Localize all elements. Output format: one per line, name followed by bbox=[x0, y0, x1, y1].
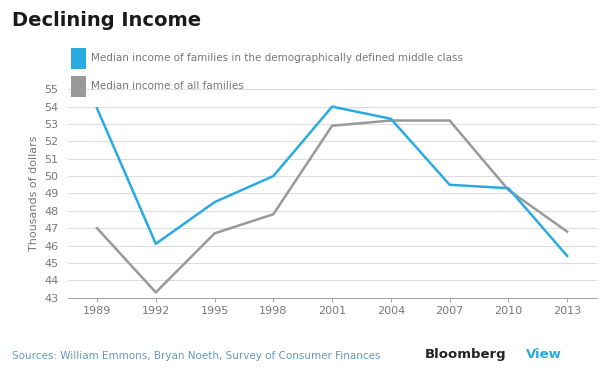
Y-axis label: Thousands of dollars: Thousands of dollars bbox=[29, 136, 39, 251]
Text: Declining Income: Declining Income bbox=[12, 11, 202, 30]
Text: View: View bbox=[526, 348, 561, 361]
Text: Bloomberg: Bloomberg bbox=[424, 348, 506, 361]
Text: Median income of families in the demographically defined middle class: Median income of families in the demogra… bbox=[91, 53, 463, 62]
Text: Median income of all families: Median income of all families bbox=[91, 81, 244, 90]
Text: Sources: William Emmons, Bryan Noeth, Survey of Consumer Finances: Sources: William Emmons, Bryan Noeth, Su… bbox=[12, 351, 381, 361]
